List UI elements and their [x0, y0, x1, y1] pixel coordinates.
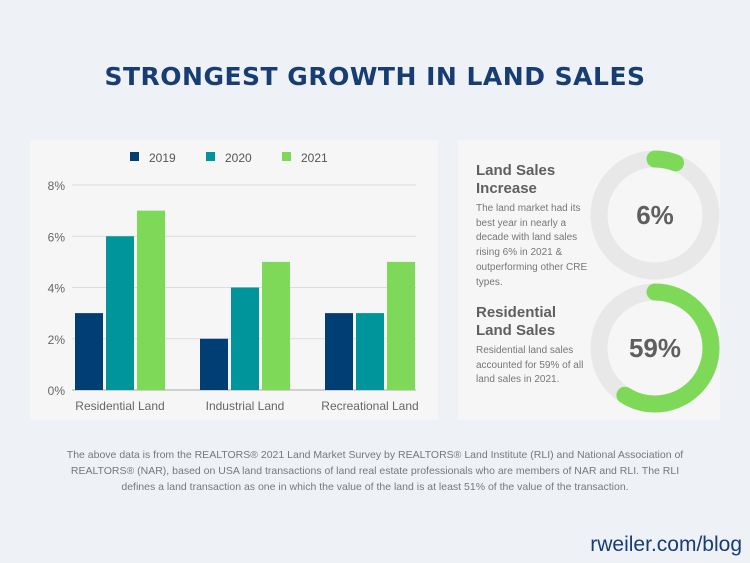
y-tick-label: 0% — [48, 384, 66, 398]
x-tick-label: Industrial Land — [206, 399, 285, 413]
stats-panel: Land Sales Increase The land market had … — [458, 140, 720, 420]
bar-2019 — [325, 313, 353, 390]
chart-panel: 0% 2% 4% 6% 8% Residential Land Industrial Lan… — [30, 140, 438, 420]
donut-value: 6% — [636, 200, 674, 230]
y-tick-label: 6% — [48, 230, 66, 244]
bar-2021 — [137, 210, 165, 390]
bar-chart: 0% 2% 4% 6% 8% Residential Land Industrial Lan… — [48, 151, 419, 413]
bar-2020 — [231, 287, 259, 390]
y-tick-label: 2% — [48, 333, 66, 347]
donut-arc — [590, 283, 720, 413]
y-tick-label: 4% — [48, 282, 66, 296]
donut-value: 59% — [629, 333, 681, 363]
donut-charts: 6% 59% — [590, 150, 720, 413]
stat-heading: Residential Land Sales — [476, 304, 557, 339]
donut-arc — [590, 150, 720, 280]
y-tick-label: 8% — [48, 179, 66, 193]
legend-swatch — [130, 152, 139, 161]
legend-label: 2019 — [149, 151, 176, 165]
legend-label: 2021 — [301, 151, 328, 165]
bar-2020 — [356, 313, 384, 390]
bar-2019 — [75, 313, 103, 390]
bar-2019 — [200, 338, 228, 390]
page-title: STRONGEST GROWTH IN LAND SALES — [104, 62, 646, 91]
legend-swatch — [206, 152, 215, 161]
x-tick-label: Recreational Land — [321, 399, 418, 413]
stat-body: Residential land sales accounted for 59%… — [476, 345, 584, 386]
bar-2021 — [387, 261, 415, 390]
brand-link[interactable]: rweiler.com/blog — [590, 533, 742, 556]
x-tick-label: Residential Land — [75, 399, 164, 413]
stat-body: The land market had its best year in nea… — [476, 203, 588, 288]
stat-heading: Land Sales Increase — [476, 162, 556, 197]
legend-label: 2020 — [225, 151, 252, 165]
bar-2020 — [106, 236, 134, 390]
legend-swatch — [282, 152, 291, 161]
footnote: The above data is from the REALTORS® 202… — [66, 449, 684, 493]
bar-2021 — [262, 261, 290, 390]
